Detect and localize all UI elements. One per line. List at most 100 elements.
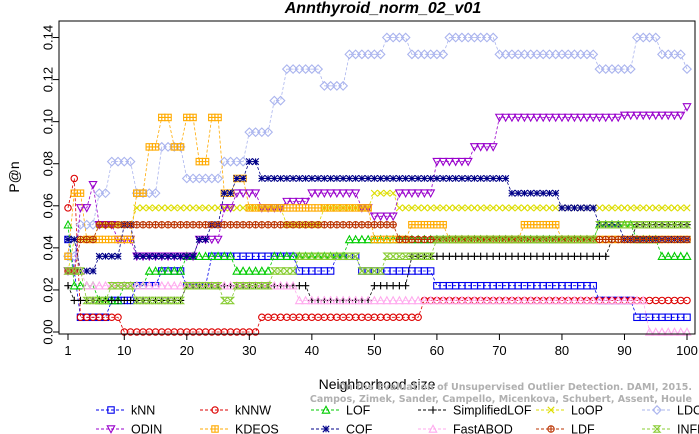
data-point [144, 296, 154, 305]
data-point [650, 32, 661, 43]
data-point [614, 235, 622, 244]
data-point [338, 80, 349, 91]
series-ldf [64, 220, 691, 275]
data-point [82, 280, 92, 290]
data-point [189, 252, 197, 260]
data-point [401, 189, 411, 199]
data-point [538, 113, 548, 123]
data-point [539, 189, 547, 197]
data-point [363, 295, 373, 305]
series-line [68, 224, 687, 301]
data-point [388, 212, 398, 222]
data-point [444, 295, 455, 305]
data-point [213, 281, 223, 290]
data-point [619, 295, 630, 305]
data-point [339, 174, 347, 183]
data-point [576, 295, 586, 305]
data-point [289, 174, 297, 183]
data-point [482, 143, 492, 152]
legend-label: LDOF [677, 404, 699, 418]
legend: kNN kNNW LOF SimplifiedLOF LoOP LDOF ODIN KDEOS… [96, 404, 699, 434]
data-point [333, 220, 341, 229]
data-point [569, 235, 579, 244]
data-point [163, 280, 173, 290]
data-point [276, 174, 285, 183]
data-point [439, 174, 447, 183]
data-point [207, 235, 217, 245]
data-point [538, 295, 548, 305]
data-point [683, 296, 691, 305]
data-point [288, 280, 298, 290]
data-point [532, 235, 542, 244]
data-point [419, 252, 429, 261]
data-point [602, 252, 610, 260]
data-point [533, 189, 541, 197]
data-point [527, 189, 535, 197]
data-point [325, 295, 336, 305]
data-point [257, 281, 267, 290]
legend-item: kNN [96, 404, 155, 418]
data-point [538, 235, 548, 244]
data-point [533, 220, 541, 229]
data-point [326, 220, 335, 229]
data-point [644, 220, 655, 229]
data-point [201, 204, 210, 212]
data-point [164, 204, 172, 212]
legend-marker [429, 406, 437, 414]
data-point [625, 64, 636, 75]
data-point [275, 251, 286, 261]
data-point [251, 328, 260, 336]
legend-item: LDF [536, 423, 595, 434]
data-point [577, 252, 585, 260]
data-point [577, 204, 585, 212]
legend-label: kNNW [235, 404, 271, 418]
data-point [344, 295, 354, 305]
data-point [351, 252, 361, 261]
data-point [445, 204, 453, 212]
data-point [257, 266, 267, 275]
data-point [151, 220, 160, 229]
data-point [313, 295, 323, 305]
data-point [651, 111, 661, 121]
data-point [383, 220, 391, 229]
data-point [477, 204, 485, 212]
data-point [95, 252, 103, 260]
data-point [658, 204, 666, 212]
data-point [645, 235, 654, 244]
data-point [264, 174, 272, 183]
data-point [294, 252, 304, 261]
data-point [583, 252, 591, 260]
data-point [583, 204, 591, 212]
data-point [145, 220, 154, 229]
data-point [564, 204, 572, 212]
data-point [164, 220, 172, 229]
data-point [413, 295, 423, 305]
data-point [232, 266, 242, 275]
data-point [626, 235, 635, 244]
data-point [638, 295, 648, 305]
data-point [244, 281, 254, 290]
data-point [208, 113, 216, 122]
y-tick-label: 0.14 [40, 25, 55, 50]
data-point [208, 204, 216, 212]
data-point [526, 235, 536, 244]
data-point [107, 281, 117, 290]
data-point [282, 197, 292, 207]
series-line [68, 106, 688, 272]
data-point [126, 220, 135, 229]
data-point [388, 295, 398, 305]
data-point [433, 252, 441, 260]
data-point [139, 204, 147, 212]
data-point [70, 296, 78, 305]
data-point [151, 296, 161, 305]
data-point [132, 296, 142, 305]
data-point [108, 296, 116, 305]
data-point [501, 235, 511, 244]
watermark-line-1: Campos, Zimek, Sander, Campello, Micenko… [310, 394, 692, 405]
data-point [189, 204, 197, 212]
data-point [201, 235, 210, 244]
data-point [539, 252, 547, 260]
data-point [420, 174, 428, 183]
data-point [232, 281, 242, 290]
data-point [470, 252, 479, 260]
